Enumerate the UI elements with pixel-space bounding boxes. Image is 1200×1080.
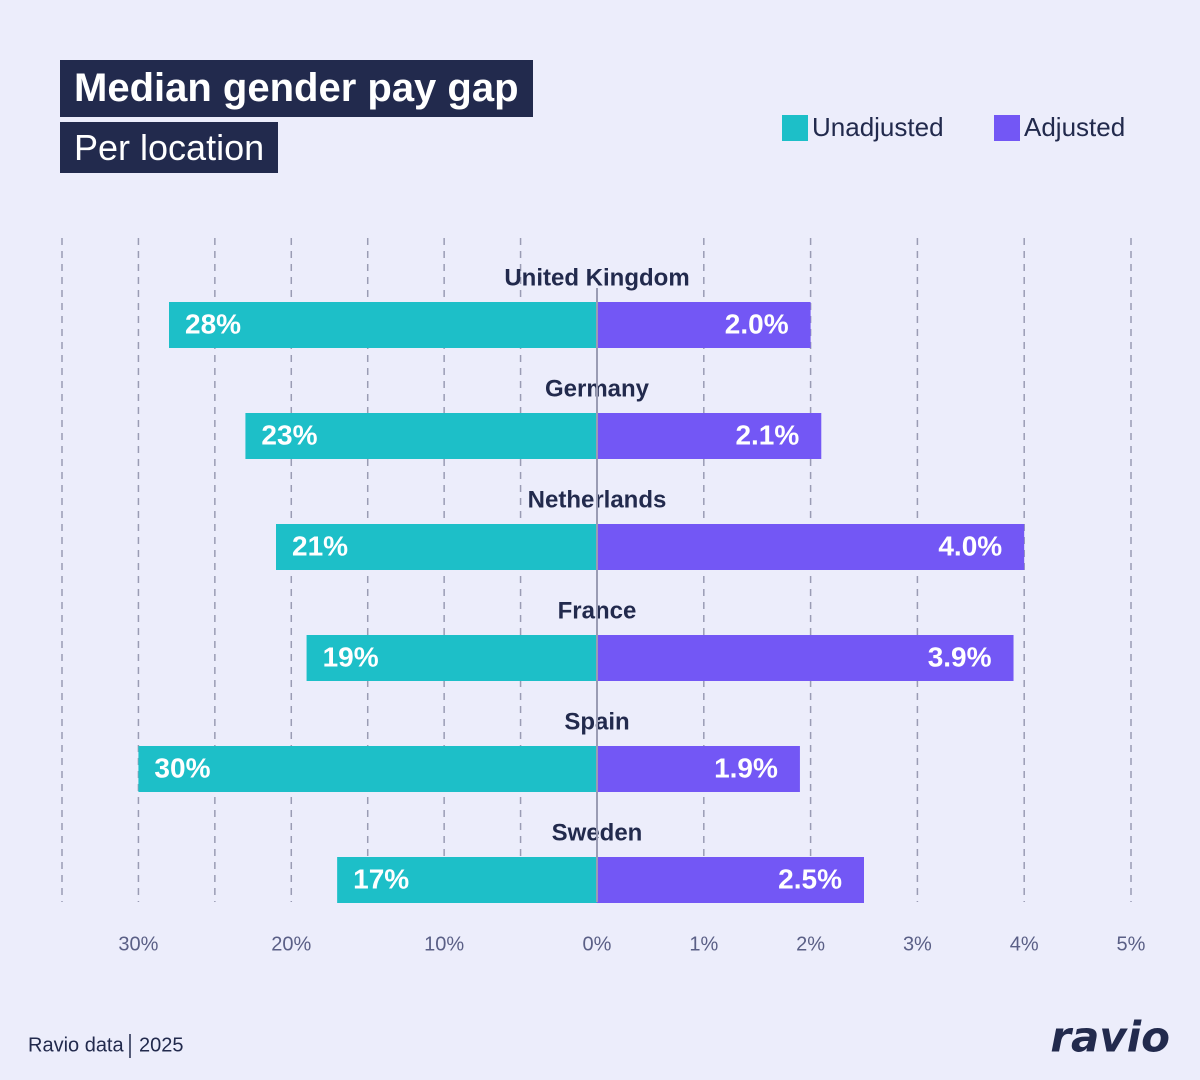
x-tick-label: 20% [271,933,311,955]
bar [169,302,597,348]
legend-swatch [994,115,1020,141]
x2-tick-label: 5% [1117,933,1146,955]
value-label: 2.0% [725,308,789,339]
bar [245,413,597,459]
value-label: 2.1% [735,419,799,450]
value-label: 23% [261,419,317,450]
value-label: 3.9% [928,641,992,672]
bar [597,413,822,459]
value-label: 17% [353,863,409,894]
value-label: 19% [323,641,379,672]
bar [597,746,800,792]
value-label: 21% [292,530,348,561]
x2-tick-label: 4% [1010,933,1039,955]
chart-title: Median gender pay gap [60,60,533,117]
value-label: 28% [185,308,241,339]
bar [597,635,1014,681]
bar [276,524,597,570]
x2-tick-label: 3% [903,933,932,955]
legend-swatch [782,115,808,141]
bar [138,746,597,792]
x2-tick-label: 2% [796,933,825,955]
x2-tick-label: 1% [689,933,718,955]
x-tick-label: 0% [583,933,612,955]
bar [306,635,597,681]
value-label: 4.0% [938,530,1002,561]
value-label: 2.5% [778,863,842,894]
value-label: 1.9% [714,752,778,783]
bar [597,857,864,903]
x-tick-label: 10% [424,933,464,955]
footer-source: Ravio data [28,1034,124,1056]
bar [597,302,811,348]
legend-label: Unadjusted [812,112,944,142]
footer-year: 2025 [139,1034,184,1056]
bar [597,524,1025,570]
logo: ravio [1050,1013,1170,1062]
bar [337,857,597,903]
x-tick-label: 30% [118,933,158,955]
category-label: United Kingdom [504,264,689,291]
legend-label: Adjusted [1024,112,1125,142]
chart-subtitle: Per location [60,122,279,173]
value-label: 30% [154,752,210,783]
